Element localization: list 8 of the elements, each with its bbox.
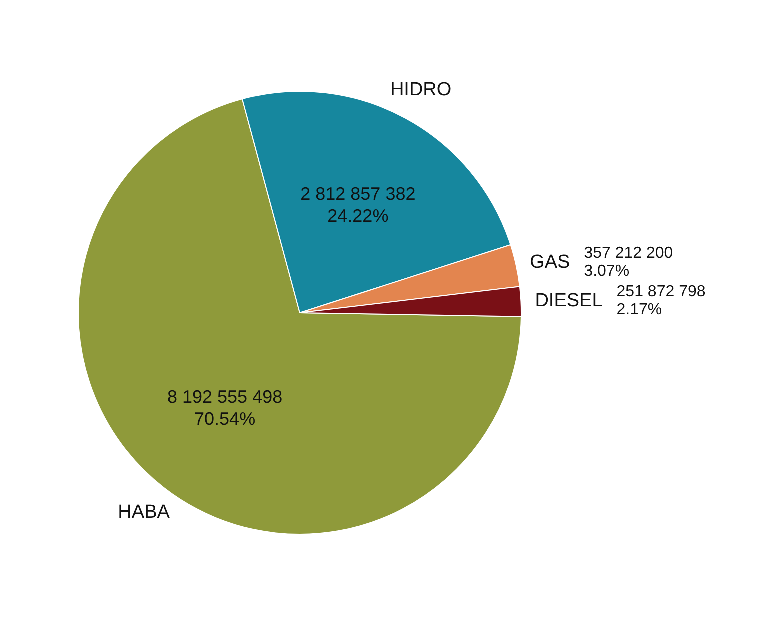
data-label: 357 212 200 3.07%: [584, 245, 674, 280]
slice-label: HABA: [118, 502, 170, 524]
slice-label: HIDRO: [390, 80, 452, 101]
data-label: 2 812 857 382 24.22%: [300, 184, 416, 226]
data-label: 8 192 555 498 70.54%: [167, 387, 283, 430]
slice-label: DIESEL: [535, 290, 603, 312]
data-label: 251 872 798 2.17%: [616, 283, 706, 318]
slice-label: GAS: [530, 252, 570, 273]
